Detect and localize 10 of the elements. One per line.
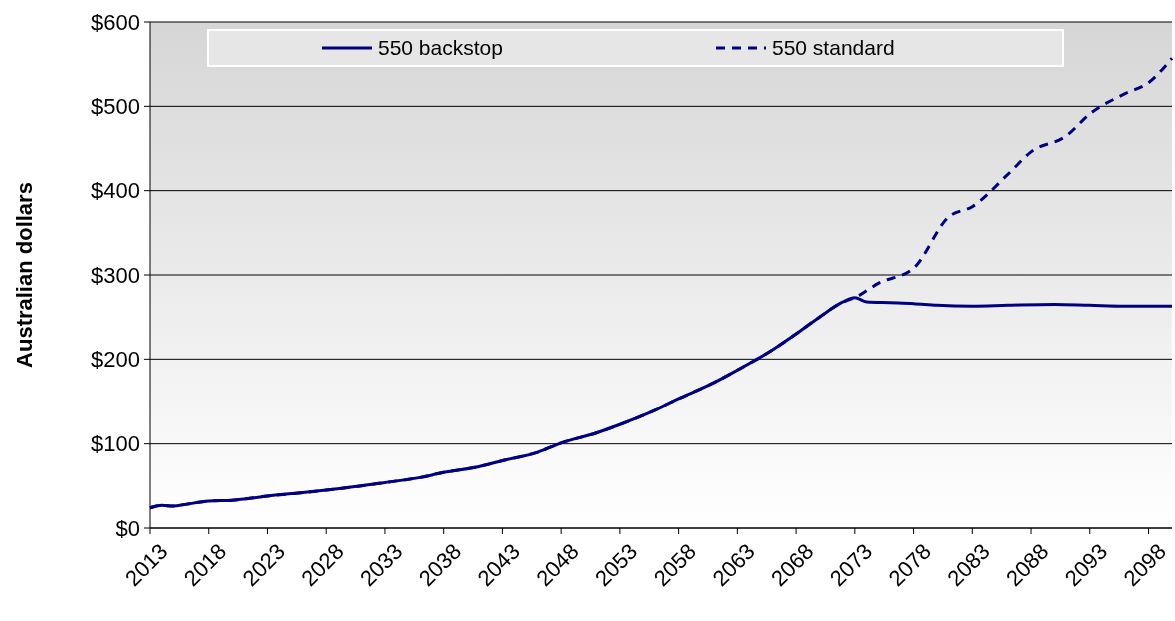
y-tick-label: $300 — [91, 262, 140, 288]
y-axis-title: Australian dollars — [12, 182, 37, 368]
y-tick-label: $500 — [91, 94, 140, 120]
y-tick-label: $200 — [91, 347, 140, 373]
y-tick-label: $100 — [91, 431, 140, 457]
legend-label: 550 backstop — [378, 36, 503, 60]
legend-label: 550 standard — [772, 36, 895, 60]
y-tick-label: $0 — [115, 515, 140, 541]
y-tick-label: $600 — [91, 9, 140, 35]
y-tick-label: $400 — [91, 178, 140, 204]
